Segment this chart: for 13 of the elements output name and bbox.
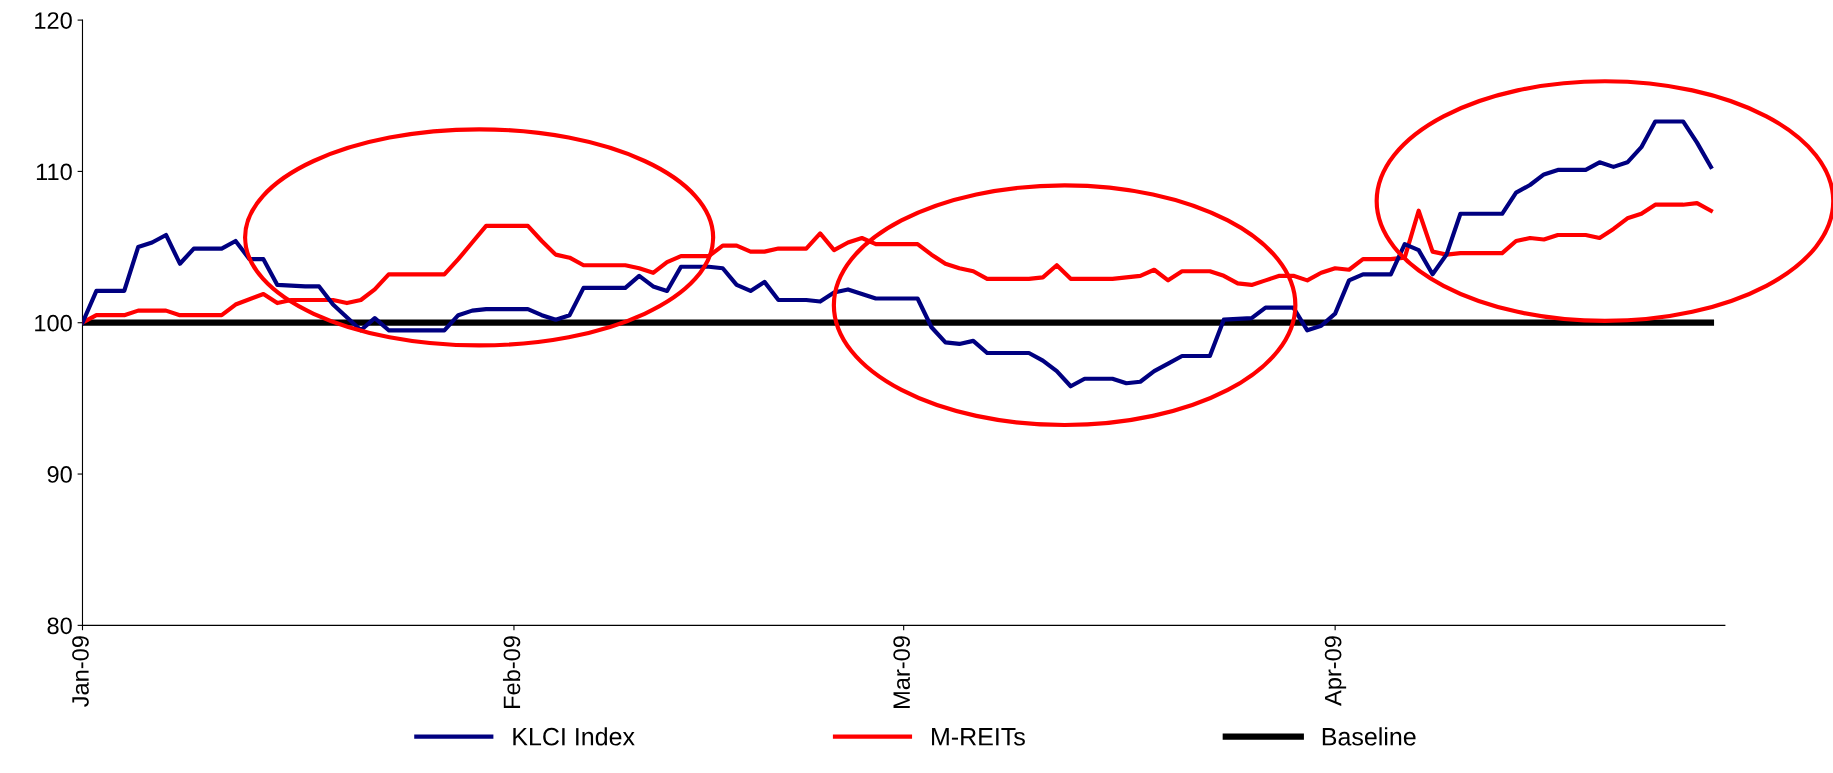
x-tick-label: Mar-09 xyxy=(893,636,911,708)
x-tick-label: Feb-09 xyxy=(502,636,521,708)
legend-label: Baseline xyxy=(1322,727,1416,746)
y-tick-label: 80 xyxy=(47,617,72,635)
y-tick-label: 120 xyxy=(35,12,72,29)
x-tick-label: Apr-09 xyxy=(1324,636,1347,706)
line-series xyxy=(82,119,1714,389)
y-tick-label: 100 xyxy=(35,314,72,332)
legend-label: M-REITs xyxy=(932,728,1025,746)
legend-label: KLCI Index xyxy=(513,727,635,746)
y-tick-label: 110 xyxy=(36,163,72,181)
y-tick-label: 90 xyxy=(47,466,72,483)
x-tick-label: Jan-09 xyxy=(72,636,89,707)
